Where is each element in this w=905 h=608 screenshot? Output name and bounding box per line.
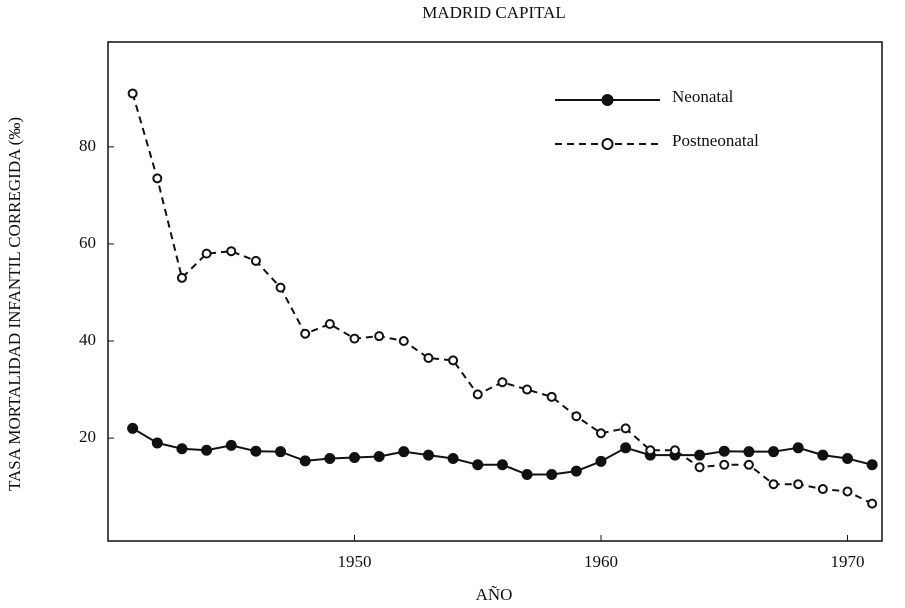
- data-point: [546, 391, 557, 402]
- data-point: [620, 442, 632, 454]
- data-point: [793, 479, 804, 490]
- data-point: [866, 459, 878, 471]
- x-axis-label: AÑO: [476, 585, 513, 604]
- legend-label: Postneonatal: [672, 131, 759, 150]
- data-point: [595, 428, 606, 439]
- data-point: [768, 446, 780, 458]
- data-point: [817, 484, 828, 495]
- data-point: [374, 331, 385, 342]
- y-tick-label: 40: [79, 330, 96, 349]
- series-line: [131, 93, 873, 505]
- data-point: [546, 468, 558, 480]
- data-point: [867, 498, 878, 509]
- data-point: [201, 248, 212, 259]
- data-point: [447, 452, 459, 464]
- data-point: [792, 442, 804, 454]
- data-point: [570, 465, 582, 477]
- data-point: [300, 328, 311, 339]
- data-point: [275, 446, 287, 458]
- data-point: [398, 446, 410, 458]
- data-point: [841, 452, 853, 464]
- legend-label: Neonatal: [672, 87, 734, 106]
- data-point: [571, 411, 582, 422]
- data-point: [842, 486, 853, 497]
- data-point: [719, 459, 730, 470]
- data-point: [373, 451, 385, 463]
- data-point: [743, 446, 755, 458]
- data-point: [595, 455, 607, 467]
- data-point: [127, 88, 138, 99]
- x-tick-label: 1950: [337, 552, 371, 571]
- data-point: [645, 445, 656, 456]
- plot-frame: [107, 41, 883, 542]
- y-tick-label: 20: [79, 427, 96, 446]
- data-point: [448, 355, 459, 366]
- legend-marker: [601, 138, 614, 150]
- data-point: [152, 173, 163, 184]
- data-point: [497, 377, 508, 388]
- data-point: [472, 459, 484, 471]
- data-point: [324, 319, 335, 330]
- data-point: [817, 449, 829, 461]
- y-tick-label: 80: [79, 136, 96, 155]
- data-point: [349, 333, 360, 344]
- data-point: [768, 479, 779, 490]
- data-point: [669, 445, 680, 456]
- data-point: [718, 445, 730, 457]
- data-point: [176, 272, 187, 283]
- data-point: [620, 423, 631, 434]
- data-point: [694, 462, 705, 473]
- data-point: [151, 437, 163, 449]
- data-point: [299, 455, 311, 467]
- x-tick-label: 1960: [584, 552, 618, 571]
- data-point: [250, 445, 262, 457]
- data-point: [472, 389, 483, 400]
- data-point: [176, 443, 188, 455]
- data-point: [521, 468, 533, 480]
- data-point: [423, 353, 434, 364]
- legend-marker: [601, 94, 614, 106]
- y-axis-label: TASA MORTALIDAD INFANTIL CORREGIDA (‰): [5, 117, 24, 491]
- data-point: [250, 255, 261, 266]
- y-tick-label: 60: [79, 233, 96, 252]
- chart-title: MADRID CAPITAL: [422, 3, 566, 22]
- x-tick-label: 1970: [830, 552, 864, 571]
- data-point: [743, 459, 754, 470]
- data-point: [201, 444, 213, 456]
- data-point: [522, 384, 533, 395]
- data-point: [127, 422, 139, 434]
- data-point: [348, 452, 360, 464]
- data-point: [226, 246, 237, 257]
- data-point: [225, 439, 237, 451]
- data-point: [398, 336, 409, 347]
- data-point: [422, 449, 434, 461]
- data-point: [324, 452, 336, 464]
- data-point: [694, 449, 706, 461]
- data-point: [496, 459, 508, 471]
- data-point: [275, 282, 286, 293]
